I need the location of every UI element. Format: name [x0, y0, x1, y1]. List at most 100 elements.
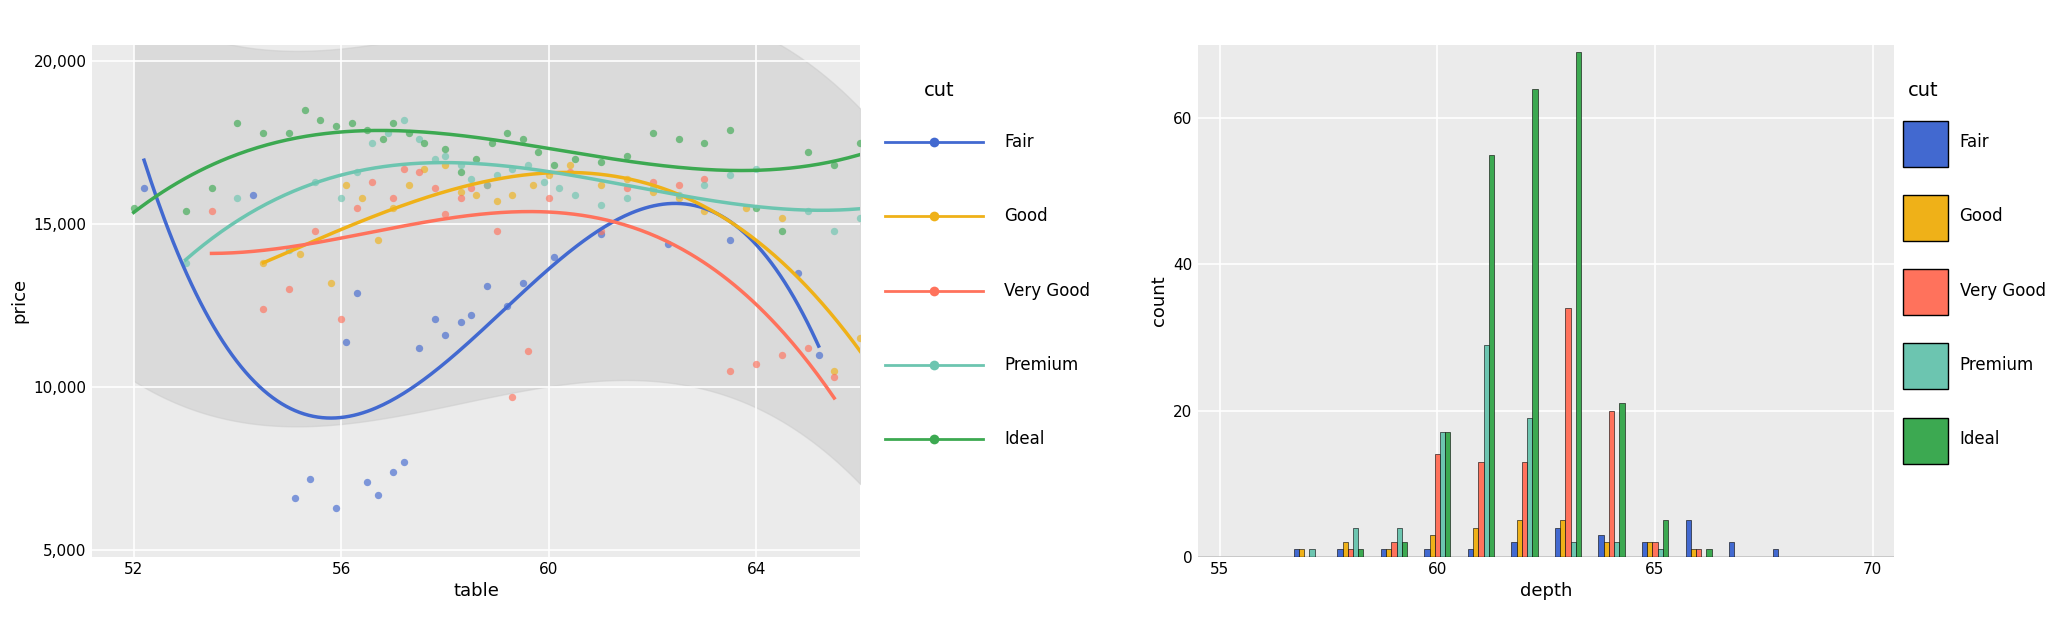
Point	[803, 349, 836, 360]
Point	[471, 281, 504, 291]
Point	[637, 183, 670, 193]
Bar	[1354, 527, 1358, 557]
Bar	[1309, 550, 1315, 557]
Point	[793, 206, 825, 216]
Point	[444, 193, 477, 203]
Text: Ideal: Ideal	[1960, 430, 2001, 448]
Bar	[1642, 542, 1647, 557]
Point	[387, 457, 420, 467]
Point	[272, 284, 305, 294]
Point	[584, 225, 616, 236]
Point	[793, 147, 825, 157]
Point	[340, 287, 373, 298]
Point	[170, 258, 203, 268]
Point	[299, 225, 332, 236]
Point	[496, 189, 528, 200]
Point	[326, 193, 358, 203]
Point	[455, 183, 487, 193]
Point	[610, 173, 643, 184]
Point	[393, 128, 426, 138]
X-axis label: table: table	[453, 582, 500, 600]
Point	[377, 467, 410, 477]
Bar	[1479, 461, 1483, 557]
Bar	[1597, 535, 1604, 557]
Point	[492, 128, 524, 138]
Text: Very Good: Very Good	[1004, 282, 1090, 300]
Point	[346, 193, 379, 203]
Bar	[1436, 454, 1440, 557]
Point	[559, 189, 592, 200]
Point	[444, 167, 477, 177]
Text: cut: cut	[924, 81, 954, 100]
Text: Good: Good	[1004, 207, 1049, 225]
Point	[526, 177, 559, 187]
Point	[272, 128, 305, 138]
Bar	[1663, 520, 1667, 557]
Point	[610, 193, 643, 203]
X-axis label: depth: depth	[1520, 582, 1573, 600]
Point	[817, 366, 850, 376]
Bar	[1298, 550, 1305, 557]
Point	[739, 164, 772, 174]
Bar	[1604, 542, 1610, 557]
Point	[584, 229, 616, 239]
Bar	[1561, 520, 1565, 557]
Point	[506, 278, 539, 288]
Y-axis label: count: count	[1149, 275, 1167, 326]
Text: Good: Good	[1960, 207, 2003, 225]
Point	[553, 167, 586, 177]
Point	[844, 212, 877, 223]
Point	[782, 268, 815, 278]
Bar	[1489, 154, 1495, 557]
Point	[319, 503, 352, 513]
Point	[766, 212, 799, 223]
Point	[195, 206, 227, 216]
Point	[428, 209, 461, 220]
Point	[238, 189, 270, 200]
Point	[766, 349, 799, 360]
Point	[387, 115, 420, 125]
Point	[289, 105, 322, 115]
Point	[471, 180, 504, 190]
Point	[522, 147, 555, 157]
Point	[532, 193, 565, 203]
Point	[539, 252, 571, 262]
Point	[610, 150, 643, 161]
Point	[371, 128, 403, 138]
Point	[553, 161, 586, 171]
Bar	[1729, 542, 1735, 557]
Point	[428, 161, 461, 171]
Bar	[1358, 550, 1364, 557]
Point	[279, 493, 311, 503]
Point	[715, 236, 748, 246]
Point	[512, 346, 545, 356]
Point	[444, 161, 477, 171]
Point	[766, 225, 799, 236]
Bar	[1473, 527, 1479, 557]
Point	[326, 314, 358, 324]
Point	[817, 161, 850, 171]
Point	[428, 144, 461, 154]
Point	[248, 128, 281, 138]
Point	[481, 196, 514, 207]
Point	[793, 343, 825, 353]
Point	[340, 167, 373, 177]
Bar	[1522, 461, 1528, 557]
Point	[688, 206, 721, 216]
Point	[403, 134, 436, 145]
Point	[444, 317, 477, 327]
Point	[350, 124, 383, 134]
Bar	[1532, 89, 1538, 557]
Point	[492, 301, 524, 311]
Point	[455, 173, 487, 184]
Point	[117, 203, 150, 213]
Bar	[1401, 542, 1407, 557]
Point	[418, 154, 451, 164]
Point	[715, 124, 748, 134]
Bar	[1380, 550, 1386, 557]
Text: Fair: Fair	[1960, 133, 1989, 151]
Bar	[1483, 345, 1489, 557]
Point	[506, 134, 539, 145]
Point	[688, 138, 721, 148]
Point	[336, 118, 369, 128]
